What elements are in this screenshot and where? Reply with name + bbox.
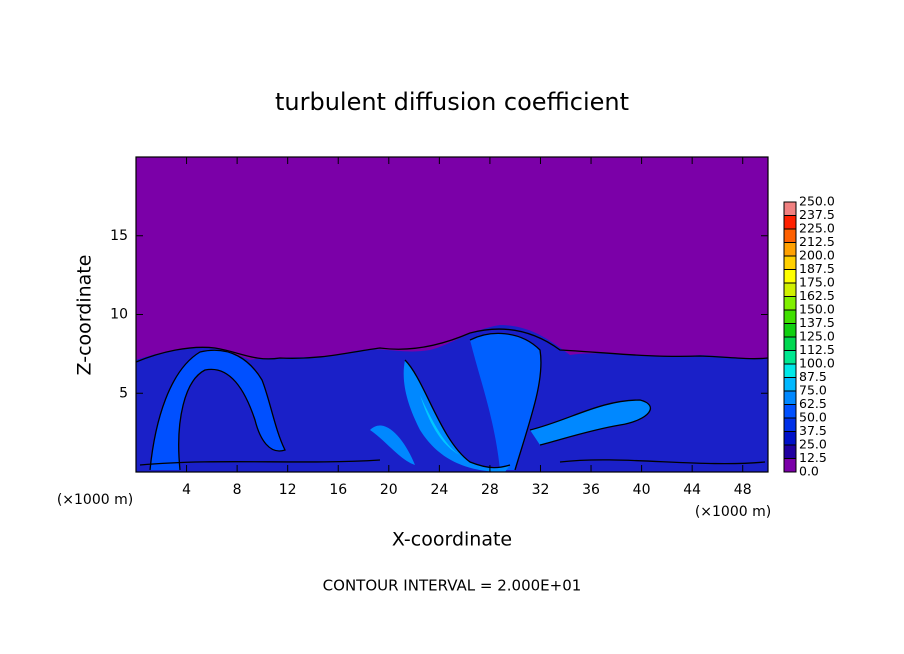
colorbar-label: 200.0	[799, 248, 835, 263]
colorbar-label: 62.5	[799, 396, 827, 411]
colorbar-band	[784, 337, 796, 351]
x-tick-label: 48	[734, 482, 752, 498]
x-axis-label: X-coordinate	[392, 529, 512, 551]
colorbar-band	[784, 269, 796, 283]
y-tick-label: 5	[119, 385, 128, 401]
colorbar-band	[784, 283, 796, 297]
colorbar-label: 125.0	[799, 329, 835, 344]
colorbar-label: 50.0	[799, 410, 827, 425]
x-tick-label: 32	[532, 482, 550, 498]
y-axis-label: Z-coordinate	[74, 255, 96, 376]
x-tick-label: 12	[279, 482, 297, 498]
colorbar-label: 150.0	[799, 302, 835, 317]
x-tick-label: 4	[182, 482, 191, 498]
colorbar-band	[784, 350, 796, 364]
x-tick-label: 36	[582, 482, 600, 498]
colorbar-band	[784, 310, 796, 324]
contour-line	[404, 359, 511, 469]
colorbar-band	[784, 364, 796, 378]
colorbar-band	[784, 391, 796, 405]
x-tick-label: 44	[683, 482, 701, 498]
contour-line	[529, 399, 652, 446]
field-layer	[370, 425, 415, 465]
colorbar-label: 250.0	[799, 194, 835, 209]
colorbar-label: 100.0	[799, 356, 835, 371]
colorbar-label: 187.5	[799, 261, 835, 276]
colorbar-label: 212.5	[799, 234, 835, 249]
field-layer	[470, 333, 541, 470]
colorbar-band	[784, 404, 796, 418]
colorbar-label: 175.0	[799, 275, 835, 290]
colorbar-label: 0.0	[799, 464, 819, 479]
x-unit: (×1000 m)	[695, 504, 771, 520]
field	[135, 157, 769, 472]
colorbar-band	[784, 202, 796, 216]
x-tick-label: 40	[633, 482, 651, 498]
field-layer	[136, 325, 768, 472]
colorbar-band	[784, 215, 796, 229]
contour-line	[149, 349, 286, 471]
colorbar-label: 112.5	[799, 342, 835, 357]
colorbar-label: 237.5	[799, 207, 835, 222]
colorbar-label: 225.0	[799, 221, 835, 236]
colorbar-label: 37.5	[799, 423, 827, 438]
x-tick-label: 24	[430, 482, 448, 498]
contour-line	[135, 328, 769, 363]
colorbar-band	[784, 242, 796, 256]
colorbar-label: 75.0	[799, 383, 827, 398]
colorbar-label: 162.5	[799, 288, 835, 303]
field-layer	[150, 350, 285, 470]
x-tick-label: 20	[380, 482, 398, 498]
colorbar-band	[784, 229, 796, 243]
y-tick-label: 15	[110, 228, 128, 244]
colorbar-band	[784, 458, 796, 472]
colorbar-band	[784, 256, 796, 270]
colorbar-label: 137.5	[799, 315, 835, 330]
colorbar-band	[784, 296, 796, 310]
colorbar-band	[784, 418, 796, 432]
colorbar-band	[784, 431, 796, 445]
colorbar-label: 12.5	[799, 450, 827, 465]
x-unit: (×1000 m)	[57, 492, 133, 508]
contour-line	[469, 332, 542, 471]
x-tick-label: 8	[233, 482, 242, 498]
contour-line	[139, 459, 766, 466]
colorbar-band	[784, 377, 796, 391]
colorbar-label: 25.0	[799, 437, 827, 452]
y-tick-label: 10	[110, 307, 128, 323]
footer-note: CONTOUR INTERVAL = 2.000E+01	[323, 577, 582, 595]
colorbar-band	[784, 445, 796, 459]
x-tick-label: 16	[329, 482, 347, 498]
field-layer	[530, 400, 651, 445]
chart-title: turbulent diffusion coefficient	[275, 88, 629, 116]
colorbar-label: 87.5	[799, 369, 827, 384]
colorbar-band	[784, 323, 796, 337]
x-tick-label: 28	[481, 482, 499, 498]
